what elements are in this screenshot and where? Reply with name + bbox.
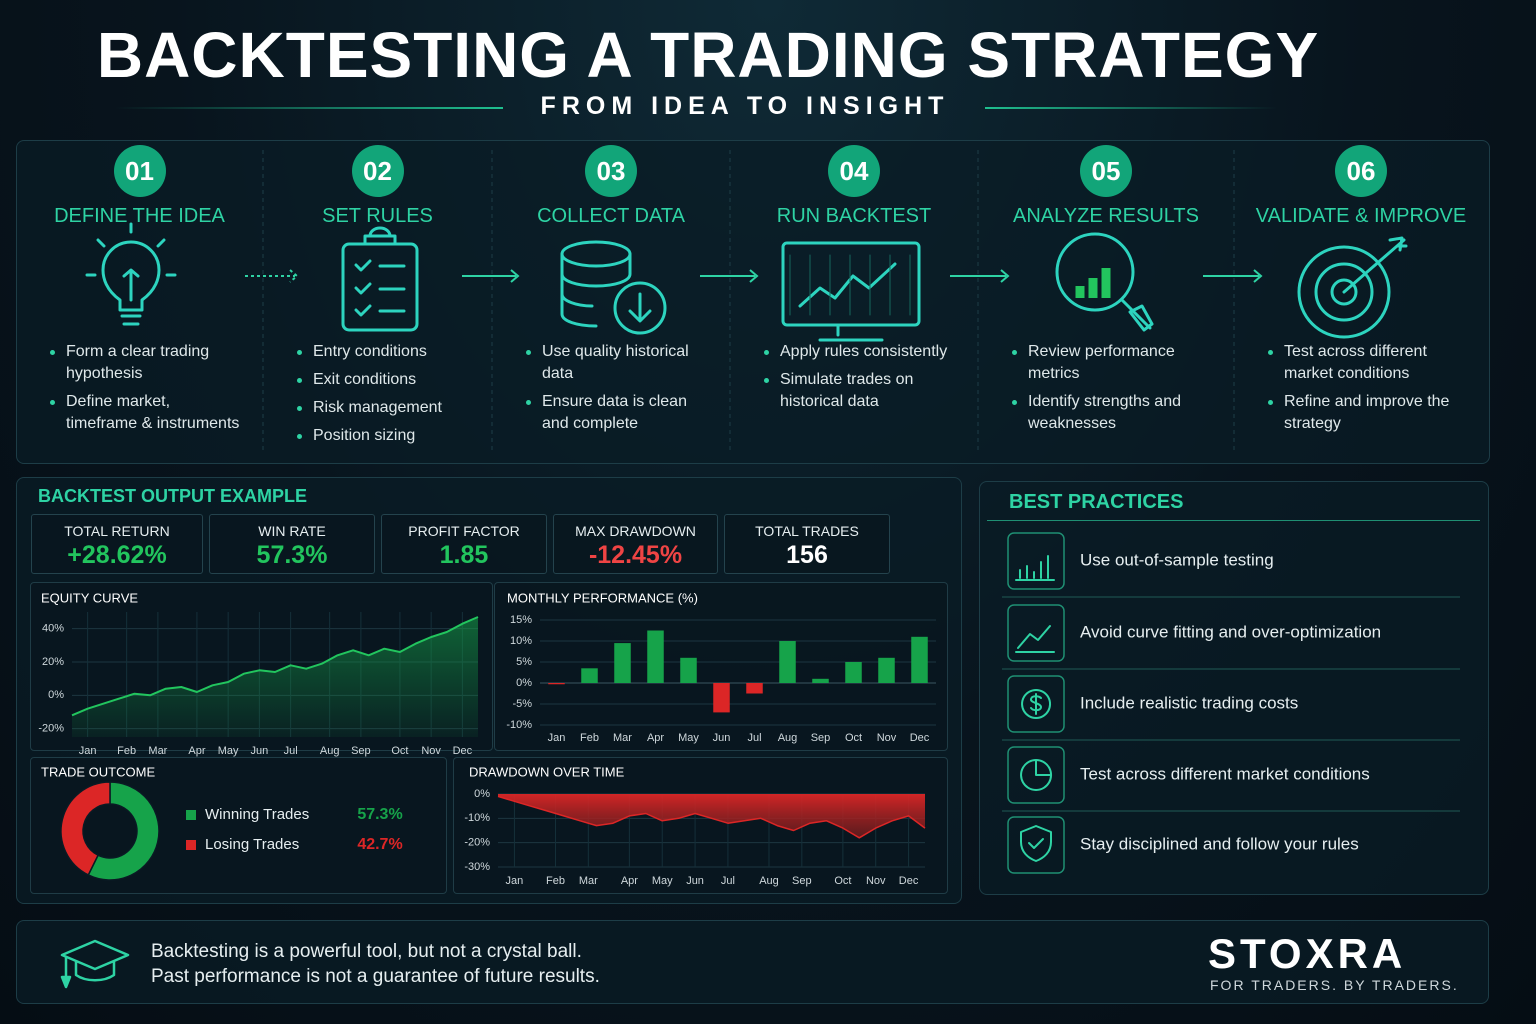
metric-label: TOTAL TRADES [755, 523, 859, 539]
step-number: 05 [1080, 145, 1132, 197]
step-title: VALIDATE & IMPROVE [1255, 205, 1467, 227]
step-number: 02 [351, 145, 404, 197]
metric-value: 57.3% [256, 541, 328, 569]
step-title: ANALYZE RESULTS [1013, 205, 1199, 227]
footer-line: Backtesting is a powerful tool, but not … [151, 941, 582, 962]
metric-value: 1.85 [439, 541, 489, 569]
step-bullet: Review performance metrics [1012, 341, 1214, 385]
metric: TOTAL TRADES 156 [724, 514, 890, 574]
metric-label: TOTAL RETURN [64, 523, 170, 539]
step-title: COLLECT DATA [537, 205, 685, 227]
rule [987, 520, 1480, 521]
step-bullet: Ensure data is clean and complete [526, 391, 710, 435]
step-bullet: Entry conditions [297, 341, 472, 363]
step-title: SET RULES [322, 205, 433, 227]
step-bullets: Test across different market conditions R… [1234, 341, 1468, 441]
metric: MAX DRAWDOWN -12.45% [553, 514, 718, 574]
step-title: RUN BACKTEST [776, 205, 932, 227]
tagline: FOR TRADERS. BY TRADERS. [1210, 977, 1459, 993]
step-number: 04 [828, 145, 880, 197]
steps-panel [16, 140, 1490, 464]
monthly-panel [494, 582, 948, 751]
rule [985, 107, 1277, 109]
footer-panel [16, 920, 1489, 1004]
step-bullets: Form a clear trading hypothesis Define ma… [16, 341, 243, 441]
step-bullet: Risk management [297, 397, 472, 419]
title: BACKTESTING A TRADING STRATEGY [96, 19, 1320, 91]
step-title: DEFINE THE IDEA [54, 205, 225, 227]
subtitle: FROM IDEA TO INSIGHT [540, 92, 950, 120]
equity-panel [30, 582, 493, 751]
metric-label: PROFIT FACTOR [408, 523, 520, 539]
step: 06 VALIDATE & IMPROVE Test across differen… [1234, 145, 1488, 455]
metric: WIN RATE 57.3% [209, 514, 375, 574]
metric-label: WIN RATE [258, 523, 326, 539]
step-bullets: Use quality historical data Ensure data i… [492, 341, 710, 441]
step-bullet: Test across different market conditions [1268, 341, 1468, 385]
metric-value: 156 [786, 541, 828, 569]
step-bullet: Define market, timeframe & instruments [50, 391, 243, 435]
step: 02 SET RULES Entry conditions Exit conditio… [263, 145, 492, 455]
step-number: 06 [1335, 145, 1387, 197]
rule [115, 107, 503, 109]
practices-panel [979, 481, 1489, 895]
practices-title: BEST PRACTICES [1009, 491, 1184, 513]
step-bullet: Identify strengths and weaknesses [1012, 391, 1214, 435]
step-bullet: Position sizing [297, 425, 472, 447]
step-bullets: Review performance metrics Identify stren… [978, 341, 1214, 441]
step-bullet: Use quality historical data [526, 341, 710, 385]
step-bullets: Entry conditions Exit conditions Risk mana… [263, 341, 472, 453]
step: 04 RUN BACKTEST Apply rules consistently Si… [730, 145, 978, 455]
step-bullet: Apply rules consistently [764, 341, 958, 363]
drawdown-panel [453, 757, 948, 894]
footer-line: Past performance is not a guarantee of f… [151, 966, 600, 987]
step: 05 ANALYZE RESULTS Review performance metr… [978, 145, 1234, 455]
step-bullet: Form a clear trading hypothesis [50, 341, 243, 385]
step-bullet: Refine and improve the strategy [1268, 391, 1468, 435]
step-bullet: Simulate trades on historical data [764, 369, 958, 413]
step-bullet: Exit conditions [297, 369, 472, 391]
metric-label: MAX DRAWDOWN [575, 523, 696, 539]
step: 03 COLLECT DATA Use quality historical dat… [492, 145, 730, 455]
metric: TOTAL RETURN +28.62% [31, 514, 203, 574]
step-number: 03 [585, 145, 637, 197]
step-number: 01 [113, 145, 166, 197]
brand: STOXRA [1208, 930, 1407, 977]
metric: PROFIT FACTOR 1.85 [381, 514, 547, 574]
step-bullets: Apply rules consistently Simulate trades … [730, 341, 958, 419]
metric-value: -12.45% [588, 541, 683, 569]
step: 01 DEFINE THE IDEA Form a clear trading hy… [16, 145, 263, 455]
output-title: BACKTEST OUTPUT EXAMPLE [38, 486, 308, 506]
outcome-panel [30, 757, 447, 894]
metric-value: +28.62% [67, 541, 167, 569]
